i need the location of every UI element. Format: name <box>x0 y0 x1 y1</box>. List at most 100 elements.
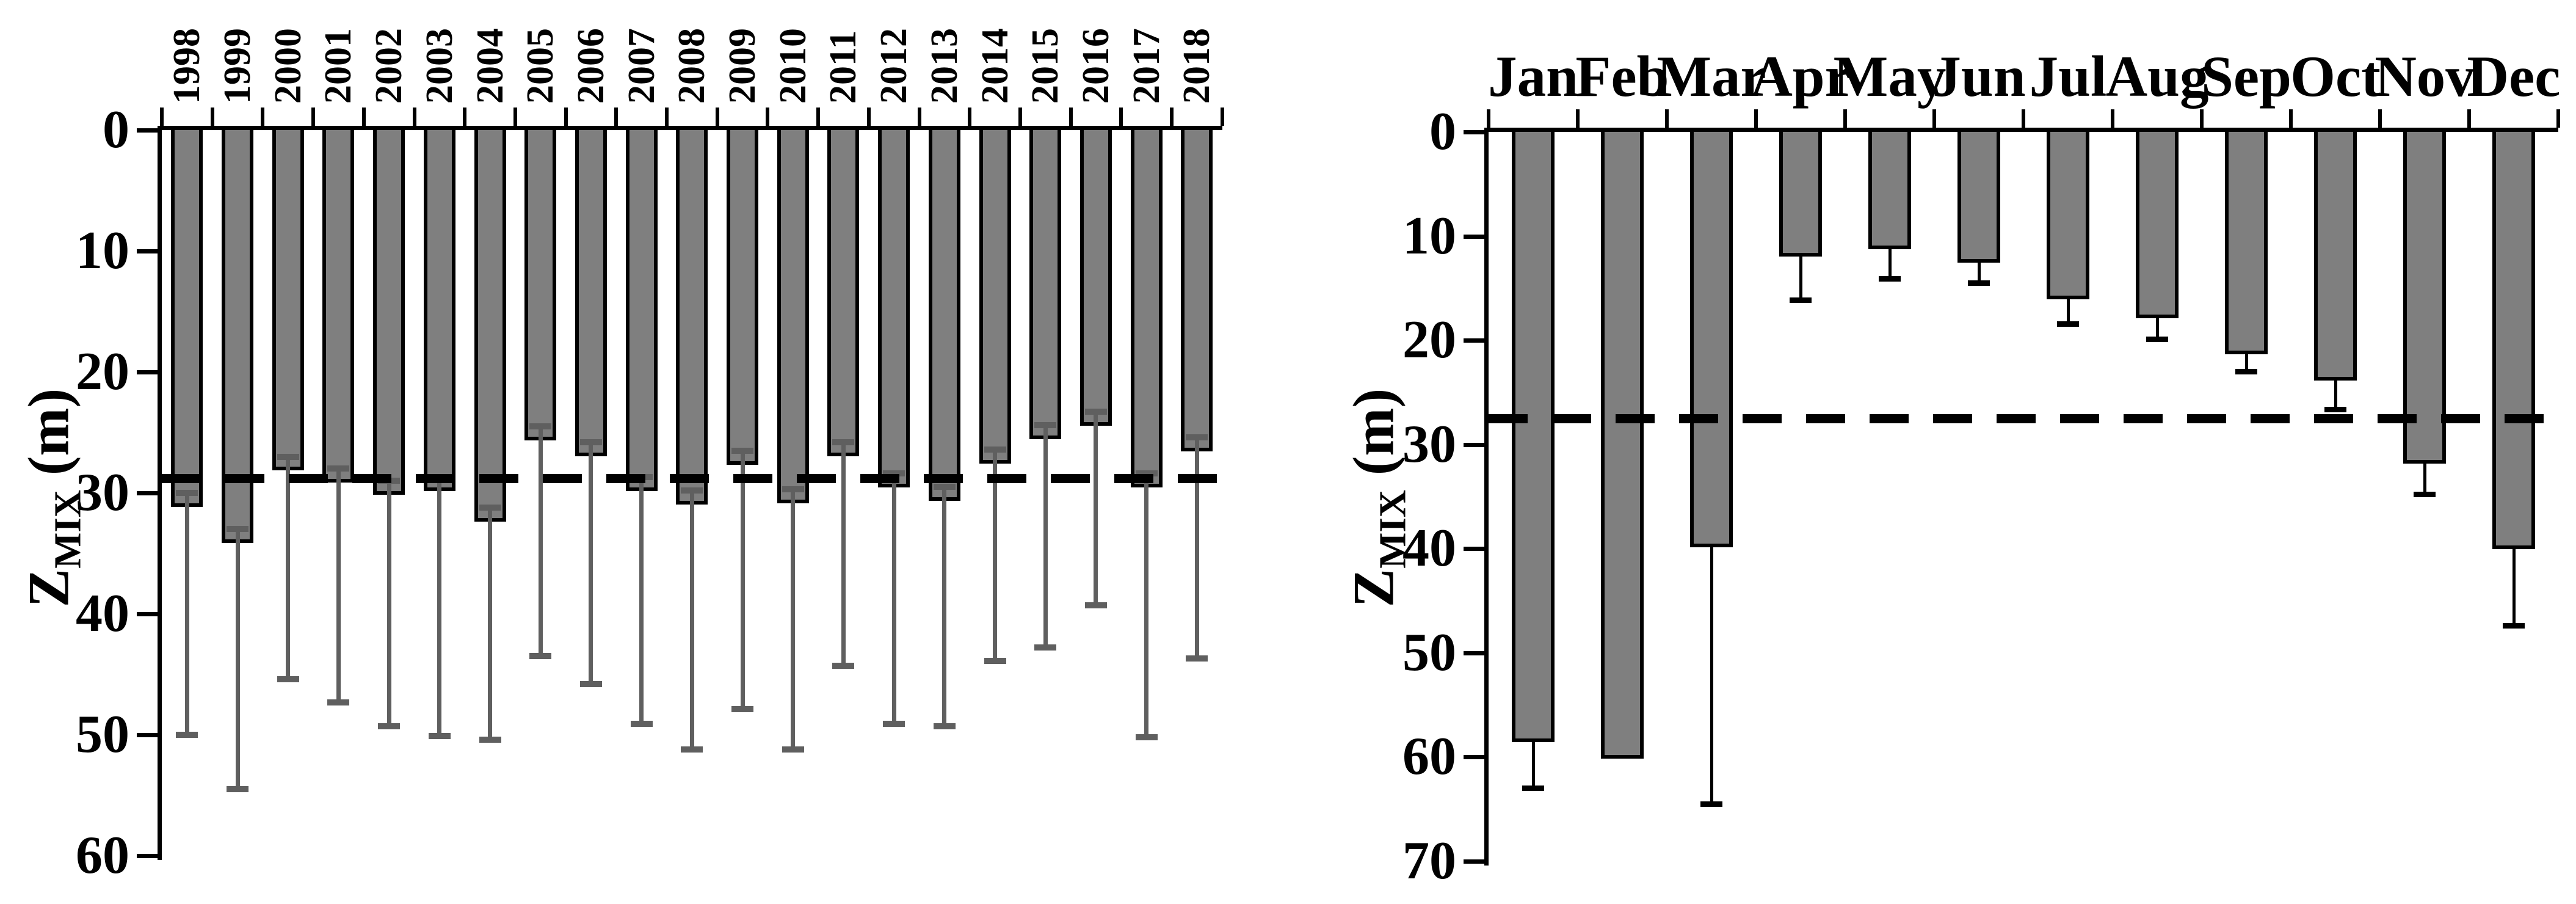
x-axis-tick <box>311 108 316 126</box>
y-axis-tick <box>137 491 158 495</box>
error-line-2018 <box>1194 437 1199 659</box>
bar-2009 <box>727 130 759 465</box>
error-cap-bottom-Sep <box>2235 369 2257 375</box>
y-tick-label-10: 10 <box>76 221 129 280</box>
error-cap-top-2016 <box>1084 409 1107 415</box>
error-line-2009 <box>740 450 745 710</box>
error-cap-top-1999 <box>227 526 249 533</box>
bar-2006 <box>575 130 607 456</box>
y-tick-label-30: 30 <box>1402 414 1456 474</box>
error-line-1998 <box>184 493 189 735</box>
month-label-Mar: Mar <box>1656 44 1766 109</box>
x-axis-tick <box>2467 109 2471 128</box>
error-line-2006 <box>589 442 593 684</box>
bar-Feb <box>1601 132 1644 759</box>
error-line-2003 <box>437 477 442 736</box>
error-cap-top-2001 <box>327 465 350 472</box>
error-cap-top-2010 <box>782 486 804 493</box>
y-tick-label-0: 0 <box>103 100 129 159</box>
y-axis-tick <box>1464 234 1484 239</box>
x-axis-tick <box>1665 109 1669 128</box>
error-cap-top-2005 <box>529 423 552 430</box>
x-axis-tick <box>715 108 719 126</box>
error-cap-top-2006 <box>579 439 602 445</box>
error-cap-top-2017 <box>1135 470 1158 477</box>
bar-2003 <box>423 130 455 492</box>
error-cap-bottom-2007 <box>630 721 653 727</box>
bar-2014 <box>979 130 1011 464</box>
error-line-Jan <box>1531 740 1535 789</box>
error-cap-bottom-Oct <box>2324 406 2346 412</box>
y-tick-label-60: 60 <box>76 826 129 885</box>
x-axis-tick <box>1576 109 1580 128</box>
error-cap-bottom-Aug <box>2146 337 2168 343</box>
x-axis-tick <box>1170 108 1174 126</box>
error-line-2017 <box>1144 473 1149 737</box>
month-label-Oct: Oct <box>2290 44 2381 109</box>
error-line-Jun <box>1977 261 1981 283</box>
x-axis-tick <box>1843 109 1847 128</box>
error-cap-top-2004 <box>479 504 501 511</box>
bar-Jan <box>1512 132 1555 742</box>
x-axis-tick <box>160 108 164 126</box>
y-tick-label-70: 70 <box>1402 831 1456 891</box>
x-axis-tick <box>210 108 214 126</box>
y-axis-line <box>158 126 162 860</box>
x-axis-tick <box>1119 108 1123 126</box>
x-axis-tick <box>564 108 568 126</box>
x-axis-tick <box>1220 108 1224 126</box>
error-line-Apr <box>1799 255 1802 300</box>
month-label-May: May <box>1833 44 1947 109</box>
error-cap-bottom-1998 <box>176 732 198 738</box>
x-axis-tick <box>1487 109 1490 128</box>
error-cap-bottom-2006 <box>579 680 602 687</box>
error-line-Mar <box>1710 545 1713 804</box>
error-cap-bottom-1999 <box>227 786 249 793</box>
error-line-2010 <box>791 489 796 749</box>
error-cap-bottom-2014 <box>984 658 1006 665</box>
bar-2002 <box>373 130 405 495</box>
error-cap-top-2018 <box>1186 434 1208 440</box>
error-cap-top-2014 <box>984 446 1006 453</box>
bar-2018 <box>1181 130 1213 451</box>
x-axis-tick <box>2289 109 2293 128</box>
x-axis-tick <box>665 108 669 126</box>
bar-2011 <box>827 130 860 456</box>
error-cap-bottom-Jul <box>2057 321 2079 327</box>
x-axis-tick <box>816 108 821 126</box>
bar-Nov <box>2403 132 2446 464</box>
month-label-Dec: Dec <box>2467 44 2561 109</box>
error-cap-bottom-2018 <box>1186 655 1208 662</box>
error-line-2004 <box>488 507 493 740</box>
error-cap-bottom-2012 <box>883 721 905 727</box>
x-axis-tick <box>2378 109 2382 128</box>
y-tick-label-40: 40 <box>1402 519 1456 578</box>
month-label-Sep: Sep <box>2201 44 2291 109</box>
x-axis-tick <box>412 108 416 126</box>
x-axis-tick <box>614 108 619 126</box>
error-line-2016 <box>1094 412 1098 606</box>
x-axis-tick <box>1754 109 1758 128</box>
bar-2007 <box>625 130 658 492</box>
error-cap-bottom-May <box>1879 276 1901 282</box>
error-line-2011 <box>841 442 846 666</box>
error-cap-bottom-2017 <box>1135 734 1158 740</box>
bar-Jun <box>1957 132 2000 263</box>
x-axis-tick <box>1932 109 1936 128</box>
bar-1998 <box>171 130 203 507</box>
y-axis-tick <box>137 612 158 616</box>
error-cap-bottom-2003 <box>428 732 451 739</box>
error-cap-bottom-2015 <box>1034 644 1057 651</box>
error-line-2007 <box>639 477 644 724</box>
x-axis-line <box>158 126 1222 130</box>
y-tick-label-10: 10 <box>1402 206 1456 266</box>
y-axis-tick <box>1464 338 1484 343</box>
error-line-2008 <box>689 490 694 749</box>
bar-Oct <box>2314 132 2357 381</box>
bar-Jul <box>2047 132 2089 300</box>
error-cap-bottom-Jun <box>1968 280 1990 286</box>
month-label-Feb: Feb <box>1575 44 1669 109</box>
y-axis-tick <box>137 733 158 737</box>
y-axis-tick <box>137 854 158 858</box>
